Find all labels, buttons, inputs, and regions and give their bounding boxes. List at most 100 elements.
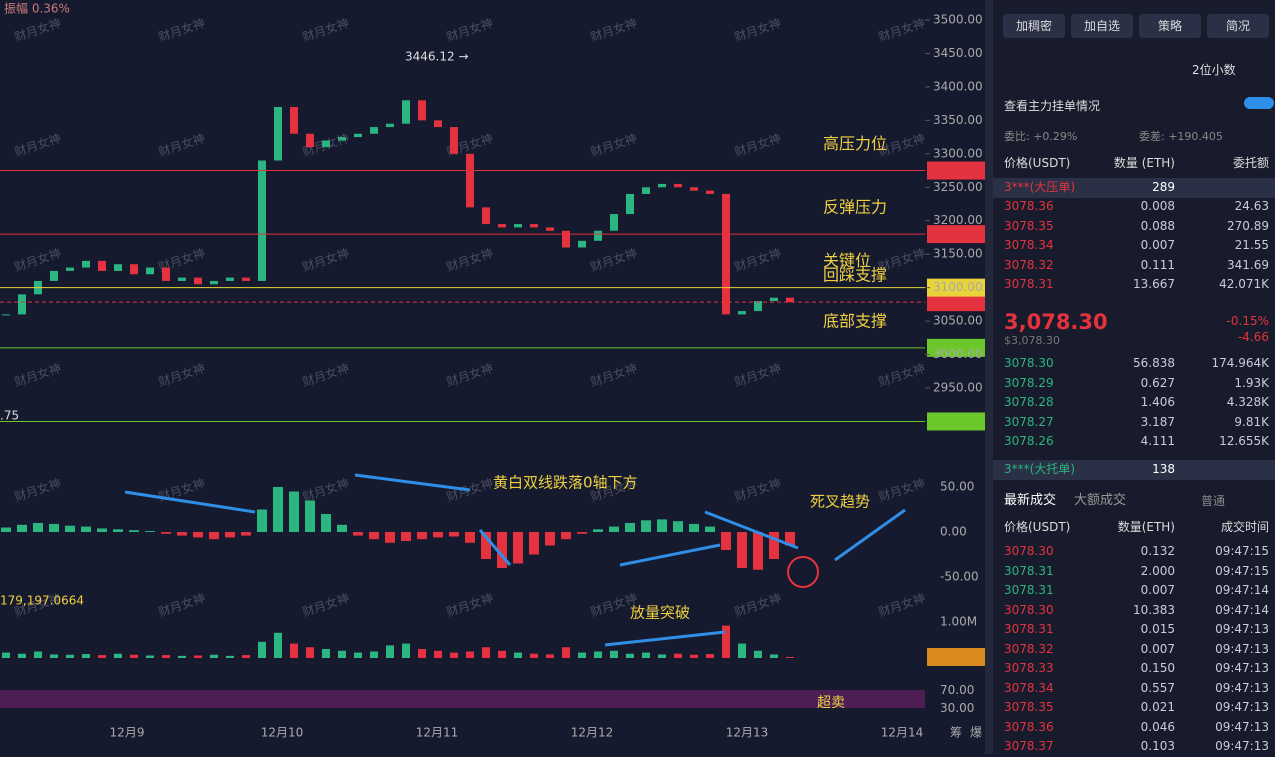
volume-bar xyxy=(514,652,522,658)
macd-bar xyxy=(17,524,27,532)
level-tag xyxy=(927,225,985,244)
button[interactable]: 加自选 xyxy=(1071,14,1133,38)
candle xyxy=(626,193,634,215)
volume-bar xyxy=(162,655,170,658)
volume-bar xyxy=(386,645,394,658)
value: 138 xyxy=(1152,462,1175,476)
tab[interactable]: 最新成交 xyxy=(1004,493,1057,508)
row: 3078.30 0.132 09:47:15 xyxy=(993,542,1275,562)
cell: 3078.31 xyxy=(1004,277,1054,291)
row: 3078.29 0.627 1.93K xyxy=(993,374,1275,394)
depth-toggle[interactable]: 查看主力挂单情况 xyxy=(1004,99,1101,113)
candle xyxy=(146,267,154,275)
macd-bar xyxy=(577,532,587,534)
candle xyxy=(258,160,266,281)
volume-bar xyxy=(66,654,74,658)
cell: 3078.27 xyxy=(1004,414,1054,429)
candle xyxy=(770,297,778,302)
macd-bar xyxy=(513,532,523,564)
change: -4.66 xyxy=(1237,330,1269,344)
macd-bar xyxy=(161,532,171,534)
corner: 筹 xyxy=(950,726,962,740)
y-tick-label: 3400.00 xyxy=(933,79,983,93)
volume-bar xyxy=(642,652,650,658)
macd-bar xyxy=(529,532,539,555)
volume-bar xyxy=(754,650,762,658)
volume-bar xyxy=(2,652,10,658)
chart: 财月女神财月女神财月女神财月女神财月女神财月女神财月女神财月女神财月女神财月女神… xyxy=(0,0,993,754)
button[interactable]: 加稠密 xyxy=(1003,14,1065,38)
level-note: 关键位 xyxy=(823,251,871,270)
tab[interactable]: 大额成交 xyxy=(1074,493,1127,508)
candle xyxy=(82,260,90,268)
macd-bar xyxy=(625,523,635,532)
cell: 0.046 xyxy=(1140,719,1175,734)
macd-bar xyxy=(49,523,59,532)
cross-circle xyxy=(787,556,819,588)
cell: 270.89 xyxy=(1227,218,1269,233)
macd-bar xyxy=(593,529,603,532)
macd-bar xyxy=(737,532,747,568)
switch[interactable] xyxy=(1244,97,1274,109)
cell: 2.000 xyxy=(1140,563,1175,578)
macd-bar xyxy=(673,521,683,532)
row: 3078.35 0.021 09:47:13 xyxy=(993,698,1275,718)
row: 3078.34 0.557 09:47:13 xyxy=(993,679,1275,699)
corner: 爆 xyxy=(970,726,982,740)
candle xyxy=(546,227,554,231)
volume-bar xyxy=(274,632,282,658)
cell: 3078.35 xyxy=(1004,218,1054,233)
candle xyxy=(386,123,394,128)
big-ask: 3***(大压单) 289 xyxy=(993,178,1275,198)
macd-bar xyxy=(369,532,379,540)
volume-bar xyxy=(210,654,218,658)
candle xyxy=(754,301,762,312)
level-note: 底部支撑 xyxy=(823,311,887,330)
cell: 3078.30 xyxy=(1004,602,1054,617)
candle xyxy=(690,187,698,191)
candle xyxy=(402,100,410,124)
cell: 0.088 xyxy=(1140,218,1175,233)
cell: 4.328K xyxy=(1226,395,1269,409)
volume-bar xyxy=(34,651,42,658)
candle xyxy=(306,133,314,148)
tab[interactable]: 普通 xyxy=(1201,494,1226,508)
button[interactable]: 简况 xyxy=(1207,14,1269,38)
candle xyxy=(66,267,74,271)
price-usd: $3,078.30 xyxy=(1004,334,1060,347)
volume-bar xyxy=(498,650,506,658)
button[interactable]: 策略 xyxy=(1139,14,1201,38)
header: 数量 (ETH) xyxy=(1113,156,1175,170)
volume-bar xyxy=(194,655,202,658)
rsi-tick-label: 30.00 xyxy=(940,701,974,715)
header: 价格(USDT) xyxy=(1004,520,1071,534)
value: 289 xyxy=(1152,180,1175,194)
cell: 42.071K xyxy=(1219,277,1269,291)
volume-bar xyxy=(50,654,58,658)
candle xyxy=(594,230,602,241)
level-note: 回踩支撑 xyxy=(823,266,887,285)
row: 3078.26 4.111 12.655K xyxy=(993,432,1275,452)
macd-bar xyxy=(273,487,283,532)
decimals[interactable]: 2位小数 xyxy=(1192,63,1236,77)
cell: 0.103 xyxy=(1140,739,1175,753)
y-tick-label: 2950.00 xyxy=(933,381,983,395)
candle xyxy=(178,277,186,281)
volume-bar xyxy=(594,651,602,658)
row: 3078.32 0.007 09:47:13 xyxy=(993,640,1275,660)
macd-bar xyxy=(97,528,107,532)
volume-bar xyxy=(738,643,746,658)
macd-bar xyxy=(641,520,651,532)
macd-bar xyxy=(65,525,75,532)
row: 3078.31 0.007 09:47:14 xyxy=(993,581,1275,601)
macd-bar xyxy=(241,532,251,536)
cell: 09:47:13 xyxy=(1215,700,1269,714)
header-row: 价格(USDT) 数量 (ETH) 委托额 xyxy=(993,154,1275,174)
cell: 56.838 xyxy=(1133,356,1175,370)
candle xyxy=(738,311,746,315)
macd-bar xyxy=(321,514,331,532)
cell: 0.557 xyxy=(1140,680,1175,695)
volume-bar xyxy=(482,647,490,658)
candle xyxy=(322,140,330,148)
volume-bar xyxy=(322,649,330,658)
